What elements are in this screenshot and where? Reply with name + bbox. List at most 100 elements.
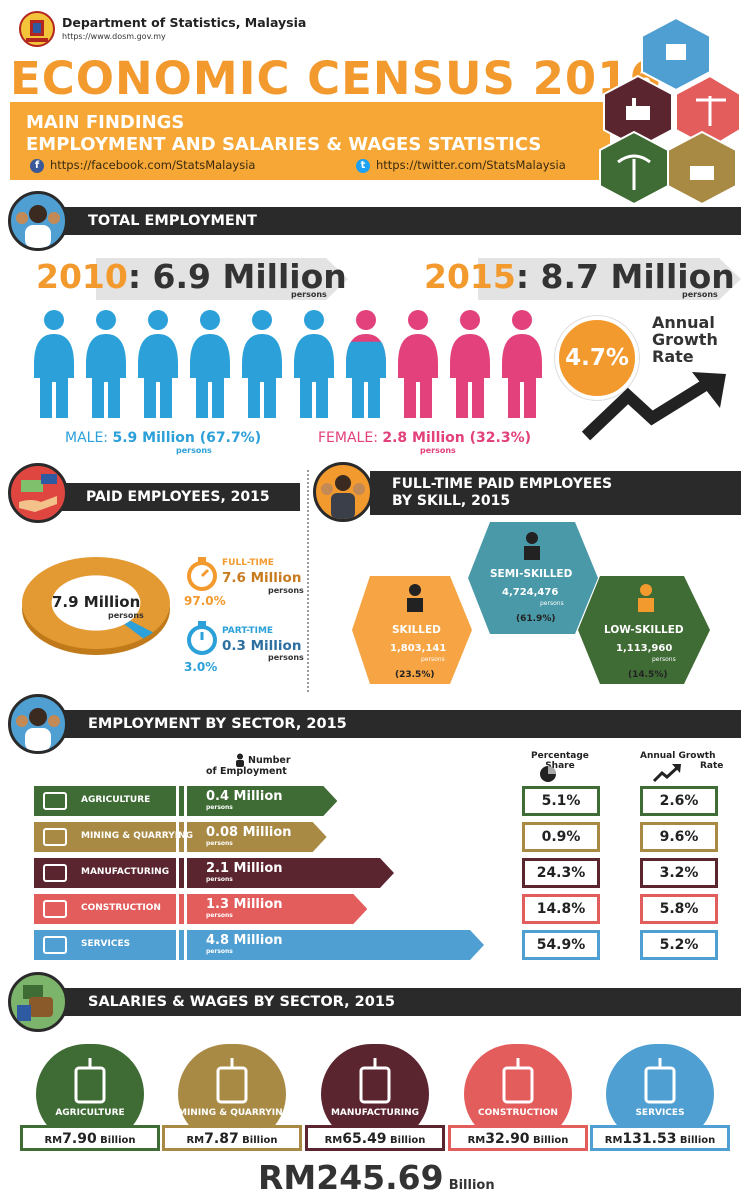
wage-unit: Billion [96, 1135, 136, 1146]
team-avatar [313, 462, 373, 522]
part-time-label: PART-TIME [222, 626, 274, 636]
employment-2015: 2015: 8.7 Million [424, 257, 735, 296]
paid-employees-donut [16, 548, 176, 658]
part-time-pct: 3.0% [184, 660, 218, 674]
person-figure [398, 310, 438, 418]
person-figure [86, 310, 126, 418]
wage-unit: Billion [529, 1135, 569, 1146]
arrow-2015 [478, 258, 741, 300]
sector-share-box: 5.1% [522, 786, 600, 816]
twitter-icon: t [356, 158, 370, 173]
workers-avatar-2 [8, 694, 68, 754]
skilled-pct: (23.5%) [395, 670, 435, 680]
wage-value: 7.90 [62, 1131, 97, 1147]
employment-column-header: Number of Employment [206, 755, 291, 777]
share-column-header: Percentage Share [531, 751, 589, 771]
semi-skilled-value: 4,724,476 [502, 587, 559, 598]
full-time-pct: 97.0% [184, 594, 226, 608]
value-2015: : 8.7 Million [515, 257, 735, 296]
sector-employment-value: 1.3 Million [206, 897, 283, 912]
twitter-url: https://twitter.com/StatsMalaysia [376, 158, 566, 172]
wages-total: RM245.69 Billion [258, 1158, 495, 1197]
wage-currency: RM [44, 1135, 63, 1146]
skilled-value: 1,803,141 [390, 643, 447, 654]
part-time-persons: persons [268, 653, 304, 662]
growth-rate-value: 4.7% [565, 345, 629, 371]
section-divider [307, 470, 309, 692]
wage-value-box: RM65.49 Billion [305, 1125, 445, 1151]
sector-label: AGRICULTURE [81, 795, 151, 805]
low-skilled-persons: persons [652, 656, 676, 663]
sector-label: SERVICES [81, 939, 131, 949]
paid-total: 7.9 Million [52, 593, 141, 611]
year-2010: 2010 [36, 257, 128, 296]
pie-icon [538, 764, 558, 784]
skilled-persons: persons [421, 656, 445, 663]
semi-skilled-pct: (61.9%) [516, 614, 556, 624]
wage-unit: Billion [238, 1135, 278, 1146]
sector-employment-value: 4.8 Million [206, 933, 283, 948]
sector-growth-box: 5.8% [640, 894, 718, 924]
male-label: MALE: [65, 430, 109, 446]
part-time-value: 0.3 Million [222, 638, 302, 654]
wage-value-box: RM7.90 Billion [20, 1125, 160, 1151]
facebook-link[interactable]: f https://facebook.com/StatsMalaysia [30, 158, 255, 173]
low-skilled-value: 1,113,960 [616, 643, 673, 654]
sector-heading: EMPLOYMENT BY SECTOR, 2015 [64, 710, 741, 738]
semi-skilled-persons: persons [540, 600, 564, 607]
person-figure [190, 310, 230, 418]
wages-total-value: RM245.69 [258, 1158, 444, 1197]
female-persons: persons [420, 446, 456, 455]
sector-growth-box: 3.2% [640, 858, 718, 888]
wage-currency: RM [467, 1135, 486, 1146]
money-avatar [8, 972, 68, 1032]
sector-employment-value: 0.08 Million [206, 825, 292, 840]
growth-column-header: Annual Growth Rate [640, 751, 723, 771]
sector-row-bar: SERVICES 4.8 Million persons [34, 930, 484, 960]
donut-part-time-slice [124, 620, 154, 639]
facebook-icon: f [30, 158, 44, 173]
paid-employees-heading: PAID EMPLOYEES, 2015 [62, 483, 300, 511]
department-url[interactable]: https://www.dosm.gov.my [62, 32, 166, 41]
sector-persons: persons [206, 948, 233, 955]
wage-value: 7.87 [204, 1131, 239, 1147]
person-figure [34, 310, 74, 418]
sector-label: CONSTRUCTION [81, 903, 161, 913]
sector-share-box: 24.3% [522, 858, 600, 888]
sector-row-bar: MANUFACTURING 2.1 Million persons [34, 858, 394, 888]
findings-band: MAIN FINDINGS EMPLOYMENT AND SALARIES & … [10, 102, 610, 180]
wage-value: 32.90 [485, 1131, 530, 1147]
wages-total-unit: Billion [448, 1178, 495, 1193]
col-share-line2: Share [545, 761, 575, 771]
subtitle-main-findings: MAIN FINDINGS [26, 112, 185, 133]
persons-2010: persons [291, 290, 327, 299]
sector-employment-value: 0.4 Million [206, 789, 283, 804]
twitter-link[interactable]: t https://twitter.com/StatsMalaysia [356, 158, 566, 173]
wage-unit: Billion [676, 1135, 716, 1146]
female-stat: FEMALE: 2.8 Million (32.3%) [318, 430, 531, 446]
employment-2010: 2010: 6.9 Million [36, 257, 347, 296]
stopwatch-part-time-icon [186, 620, 220, 656]
sector-hexagons [598, 14, 741, 206]
sector-share-box: 0.9% [522, 822, 600, 852]
skilled-label: SKILLED [392, 624, 441, 636]
persons-2015: persons [682, 290, 718, 299]
page-title: ECONOMIC CENSUS 2016 [10, 52, 662, 105]
skill-hexagons [350, 520, 720, 695]
skill-heading-line2: BY SKILL, 2015 [392, 493, 511, 509]
person-figure [450, 310, 490, 418]
workers-avatar [8, 191, 68, 251]
wage-sector-label: CONSTRUCTION [478, 1108, 558, 1118]
male-value: 5.9 Million (67.7%) [112, 430, 262, 446]
total-employment-heading: TOTAL EMPLOYMENT [64, 207, 741, 235]
payment-avatar [8, 463, 68, 523]
wage-value-box: RM131.53 Billion [590, 1125, 730, 1151]
full-time-label: FULL-TIME [222, 558, 274, 568]
low-skilled-label: LOW-SKILLED [604, 624, 684, 636]
sector-growth-box: 2.6% [640, 786, 718, 816]
male-persons: persons [176, 446, 212, 455]
person-figure [242, 310, 282, 418]
sector-growth-box: 9.6% [640, 822, 718, 852]
sector-persons: persons [206, 876, 233, 883]
department-name: Department of Statistics, Malaysia [62, 15, 307, 30]
